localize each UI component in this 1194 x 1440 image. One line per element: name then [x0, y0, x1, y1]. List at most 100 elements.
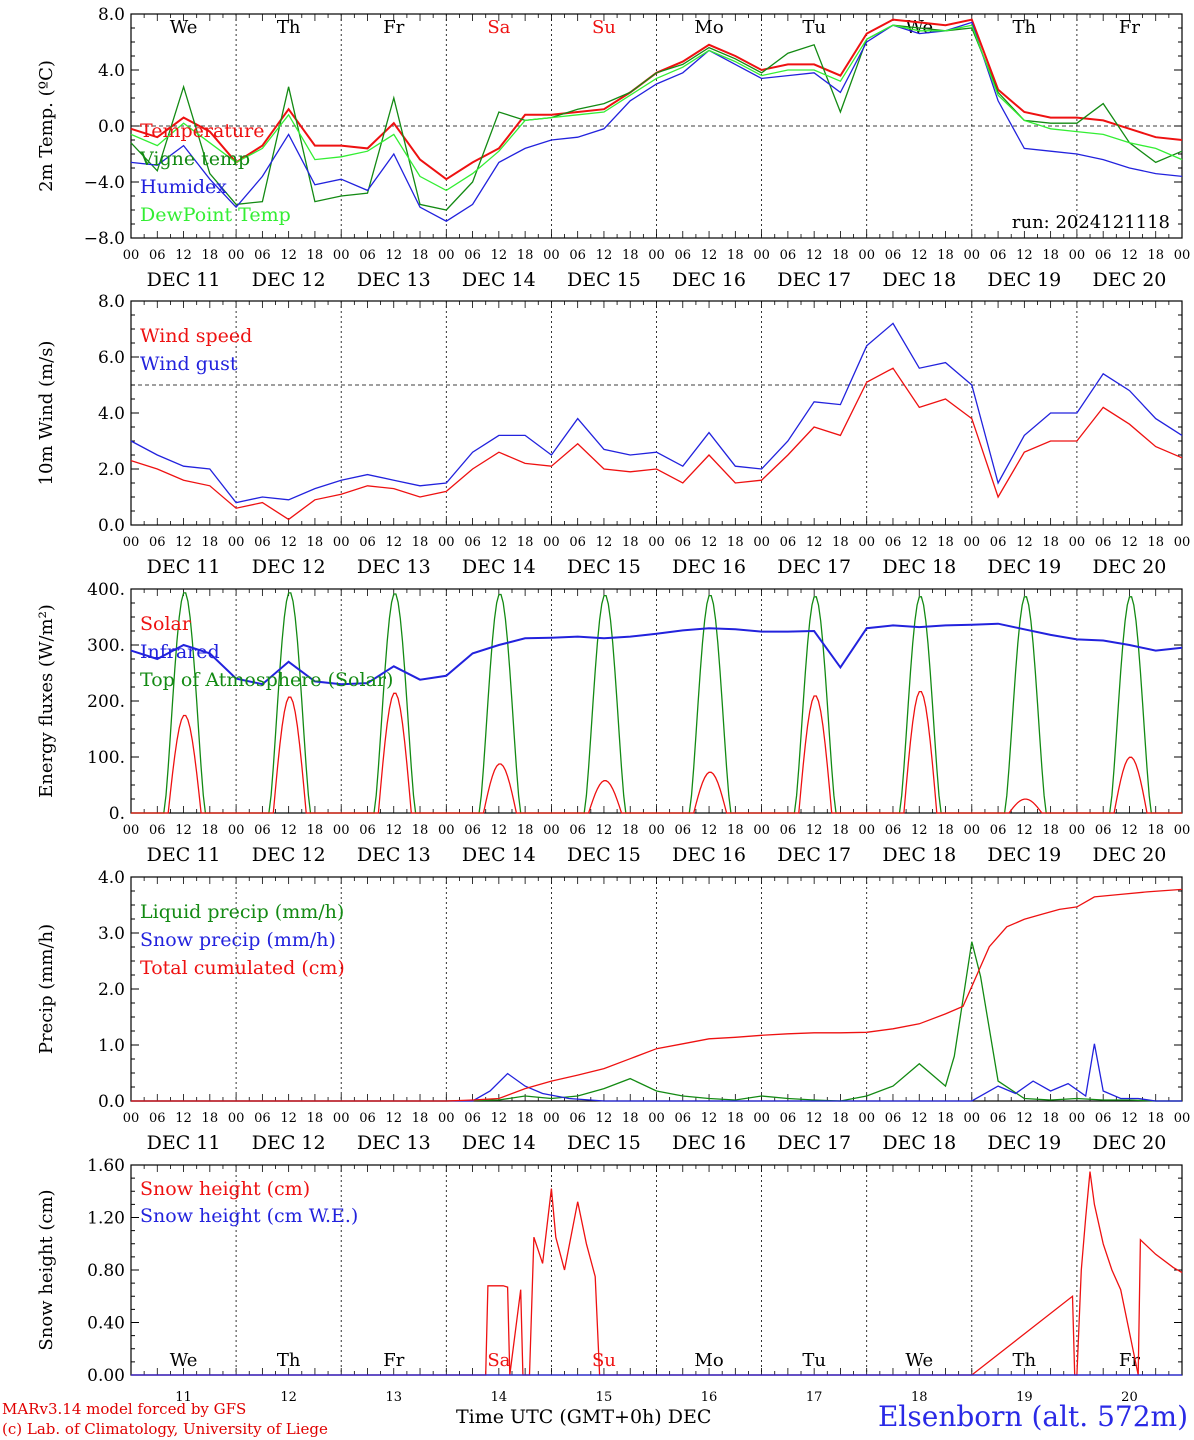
hour-tick-label: 18: [412, 535, 429, 550]
series-line-wind-speed: [130, 367, 1183, 521]
y-tick-label: 6.0: [98, 348, 125, 368]
day-label: DEC 15: [567, 556, 641, 578]
series-line-infrared: [130, 622, 1183, 686]
series-line-humidex: [130, 21, 1183, 222]
y-tick-label: 0.0: [98, 1092, 125, 1112]
hour-tick-label: 18: [202, 1111, 219, 1126]
weekday-label: Mo: [694, 17, 723, 38]
hour-tick-label: 18: [622, 1111, 639, 1126]
hour-tick-label: 00: [753, 248, 770, 263]
hour-tick-label: 00: [333, 1111, 350, 1126]
hour-tick-label: 00: [543, 823, 560, 838]
y-tick-label: 8.0: [98, 292, 125, 312]
weekday-label: Sa: [487, 1350, 510, 1371]
hour-tick-label: 12: [1016, 248, 1033, 263]
hour-tick-label: 18: [727, 1111, 744, 1126]
day-label: DEC 20: [1093, 844, 1167, 866]
hour-tick-label: 00: [1069, 535, 1086, 550]
day-label: DEC 20: [1093, 269, 1167, 291]
y-tick-label: 8.0: [98, 5, 125, 25]
day-number-label: 12: [280, 1390, 297, 1405]
hour-tick-label: 12: [806, 535, 823, 550]
hour-tick-label: 06: [780, 248, 797, 263]
hour-tick-label: 06: [149, 248, 166, 263]
hour-tick-label: 06: [359, 1111, 376, 1126]
day-number-label: 20: [1121, 1390, 1138, 1405]
hour-tick-label: 00: [858, 1111, 875, 1126]
day-label: DEC 13: [357, 1132, 431, 1154]
hour-tick-label: 00: [648, 248, 665, 263]
hour-tick-label: 12: [280, 248, 297, 263]
hour-tick-label: 06: [780, 1111, 797, 1126]
hour-tick-label: 18: [202, 823, 219, 838]
hour-tick-label: 18: [412, 1111, 429, 1126]
hour-tick-label: 00: [858, 535, 875, 550]
hour-tick-label: 00: [123, 248, 140, 263]
hour-tick-label: 06: [254, 823, 271, 838]
day-label: DEC 11: [147, 269, 221, 291]
y-axis-title: 10m Wind (m/s): [36, 341, 57, 486]
day-label: DEC 18: [882, 1132, 956, 1154]
weekday-label: Tu: [802, 1350, 826, 1371]
hour-tick-label: 06: [359, 823, 376, 838]
hour-tick-label: 06: [675, 535, 692, 550]
day-number-label: 13: [385, 1390, 402, 1405]
hour-tick-label: 00: [1174, 248, 1191, 263]
day-label: DEC 12: [252, 269, 326, 291]
hour-tick-label: 18: [517, 248, 534, 263]
day-label: DEC 14: [462, 844, 536, 866]
legend-entry: Top of Atmosphere (Solar): [140, 669, 393, 691]
hour-tick-label: 18: [517, 1111, 534, 1126]
y-tick-label: 0.40: [87, 1314, 125, 1334]
day-label: DEC 18: [882, 556, 956, 578]
hour-tick-label: 18: [1042, 248, 1059, 263]
hour-tick-label: 06: [149, 535, 166, 550]
y-axis-title: Energy fluxes (W/m²): [36, 604, 57, 798]
hour-tick-label: 18: [832, 535, 849, 550]
hour-tick-label: 00: [438, 535, 455, 550]
hour-tick-label: 00: [648, 1111, 665, 1126]
hour-tick-label: 00: [438, 1111, 455, 1126]
hour-tick-label: 12: [596, 535, 613, 550]
hour-tick-label: 12: [806, 823, 823, 838]
hour-tick-label: 12: [175, 1111, 192, 1126]
weekday-label: We: [170, 17, 198, 38]
hour-tick-label: 00: [753, 823, 770, 838]
hour-tick-label: 00: [964, 823, 981, 838]
weekday-label: Sa: [487, 17, 510, 38]
lab-credit: (c) Lab. of Climatology, University of L…: [2, 1420, 328, 1438]
day-number-label: 19: [1016, 1390, 1033, 1405]
hour-tick-label: 12: [1121, 248, 1138, 263]
weekday-label: Tu: [802, 17, 826, 38]
hour-tick-label: 00: [333, 248, 350, 263]
day-label: DEC 11: [147, 1132, 221, 1154]
legend-entry: Wind gust: [140, 353, 238, 375]
chart-panel-2: 8.0 6.0 4.0 2.0 0.0 10m Wind (m/s) 00 06 12 18 00 0…: [36, 292, 1190, 578]
legend-entry: Wind speed: [140, 325, 252, 347]
hour-tick-label: 12: [911, 248, 928, 263]
hour-tick-label: 06: [780, 535, 797, 550]
hour-tick-label: 18: [307, 823, 324, 838]
day-label: DEC 15: [567, 1132, 641, 1154]
hour-tick-label: 06: [464, 1111, 481, 1126]
hour-tick-label: 12: [385, 248, 402, 263]
day-label: DEC 19: [987, 1132, 1061, 1154]
hour-tick-label: 06: [464, 823, 481, 838]
hour-tick-label: 12: [385, 823, 402, 838]
hour-tick-label: 18: [937, 535, 954, 550]
hour-tick-label: 00: [123, 535, 140, 550]
weekday-label: Th: [277, 1350, 301, 1371]
hour-tick-label: 12: [911, 823, 928, 838]
hour-tick-label: 12: [175, 823, 192, 838]
weekday-label: Fr: [1119, 17, 1140, 38]
day-label: DEC 15: [567, 844, 641, 866]
hour-tick-label: 18: [307, 248, 324, 263]
chart-panel-3: 400. 300. 200. 100. 0. Energy fluxes (W/m²) 00…: [36, 580, 1190, 866]
hour-tick-label: 18: [622, 535, 639, 550]
y-tick-label: 2.0: [98, 460, 125, 480]
hour-tick-label: 12: [701, 535, 718, 550]
hour-tick-label: 00: [438, 248, 455, 263]
series-line-vigne-temp: [130, 24, 1183, 211]
hour-tick-label: 18: [202, 535, 219, 550]
hour-tick-label: 18: [307, 1111, 324, 1126]
